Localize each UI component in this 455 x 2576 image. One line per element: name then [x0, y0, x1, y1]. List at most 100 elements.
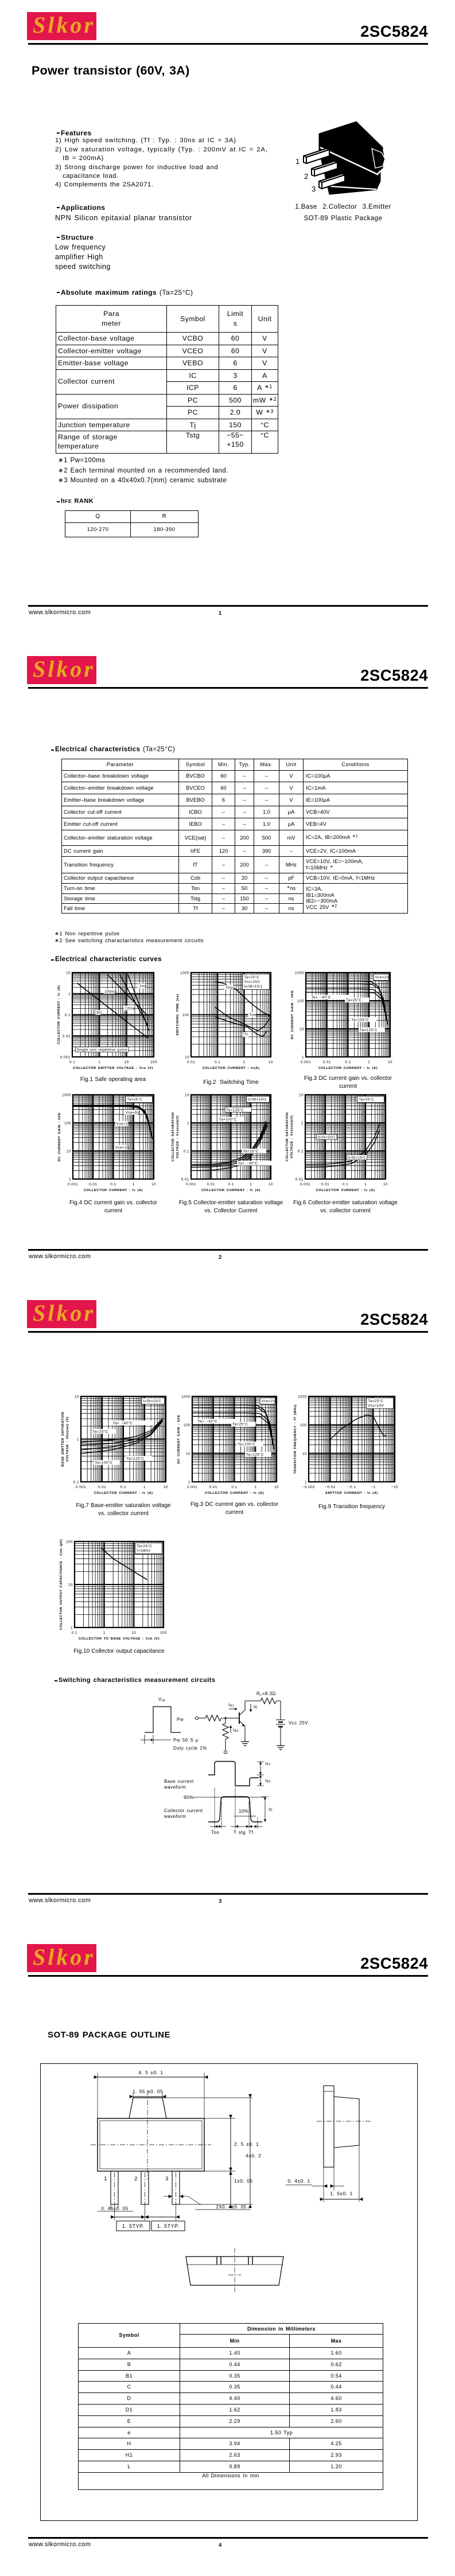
svg-text:−0.1: −0.1	[348, 1485, 356, 1489]
svg-text:10: 10	[274, 1485, 279, 1489]
svg-text:IB2: IB2	[233, 1727, 239, 1733]
svg-text:Vcc=10V: Vcc=10V	[368, 1404, 384, 1408]
svg-text:COLLECTOR CURRENT : Ic (A): COLLECTOR CURRENT : Ic (A)	[205, 1492, 264, 1495]
svg-text:1: 1	[305, 1481, 307, 1485]
svg-text:Duty cycle 1%: Duty cycle 1%	[173, 1746, 207, 1751]
svg-text:100: 100	[297, 1000, 304, 1004]
svg-text:1: 1	[364, 1182, 367, 1186]
svg-text:COLLECTOR CURRENT : Ic (A): COLLECTOR CURRENT : Ic (A)	[201, 1189, 260, 1192]
svg-text:0.001: 0.001	[187, 1485, 197, 1489]
svg-text:1: 1	[302, 1056, 304, 1060]
svg-text:0.001: 0.001	[186, 1182, 196, 1186]
svg-text:VIN: VIN	[158, 1697, 165, 1703]
svg-text:10: 10	[151, 1182, 156, 1186]
svg-text:2: 2	[134, 2176, 138, 2182]
svg-text:RL=8.3Ω: RL=8.3Ω	[256, 1691, 276, 1697]
svg-text:1000: 1000	[181, 1395, 190, 1399]
svg-text:1: 1	[143, 1485, 146, 1489]
svg-text:IB1: IB1	[265, 1761, 271, 1766]
svg-text:1: 1	[368, 1060, 370, 1064]
svg-text:100: 100	[66, 1540, 73, 1544]
svg-text:90%: 90%	[184, 1795, 193, 1800]
svg-text:2X0. 4±0. 05: 2X0. 4±0. 05	[216, 2204, 247, 2210]
svg-text:Ic: Ic	[269, 1807, 273, 1812]
svg-text:100: 100	[182, 1013, 189, 1017]
svg-text:TRANSITION FREQUENCY : fT (MHz: TRANSITION FREQUENCY : fT (MHz)	[294, 1404, 297, 1474]
svg-text:10: 10	[269, 1182, 273, 1186]
svg-text:10: 10	[68, 1583, 73, 1587]
svg-text:10: 10	[67, 1150, 71, 1154]
svg-text:1: 1	[301, 1122, 304, 1126]
svg-text:Ta=25°C: Ta=25°C	[346, 998, 361, 1002]
svg-text:Vcc=25V: Vcc=25V	[244, 980, 260, 984]
svg-text:Ta= −40°C: Ta= −40°C	[197, 1420, 217, 1424]
svg-text:Ta=25°C: Ta=25°C	[137, 1544, 152, 1548]
svg-text:f=1MHz: f=1MHz	[137, 1549, 150, 1553]
svg-text:Pw: Pw	[177, 1717, 184, 1722]
svg-text:0.1: 0.1	[69, 1060, 75, 1064]
svg-text:Ta= −40°C: Ta= −40°C	[113, 1421, 133, 1425]
svg-text:0.001: 0.001	[300, 1182, 310, 1186]
svg-text:10: 10	[66, 971, 71, 975]
svg-text:Tf: Tf	[248, 1830, 253, 1835]
svg-text:0.01: 0.01	[209, 1485, 217, 1489]
svg-text:10: 10	[299, 1094, 304, 1098]
svg-text:waveform: waveform	[164, 1785, 186, 1790]
svg-text:1: 1	[243, 1060, 246, 1064]
svg-text:Ic/Ib=10/1: Ic/Ib=10/1	[348, 1156, 366, 1160]
svg-text:SWITCHING TIME (ns): SWITCHING TIME (ns)	[176, 994, 180, 1036]
svg-text:VOLTAGE : Vce(sat)(V): VOLTAGE : Vce(sat)(V)	[290, 1115, 294, 1158]
svg-text:Ta=100°C: Ta=100°C	[219, 1118, 237, 1122]
svg-text:Tf: Tf	[244, 1033, 247, 1037]
svg-text:1000: 1000	[295, 971, 304, 975]
svg-text:Ta= −40°C: Ta= −40°C	[238, 1162, 258, 1166]
svg-text:COLLECTOR CURRENT : Ic (A): COLLECTOR CURRENT : Ic (A)	[84, 1189, 143, 1192]
svg-text:10: 10	[269, 1060, 273, 1064]
svg-text:10: 10	[300, 1028, 304, 1032]
svg-text:−0.001: −0.001	[302, 1485, 315, 1489]
svg-text:Ic/Ib=10/1: Ic/Ib=10/1	[143, 1399, 161, 1403]
svg-text:1: 1	[187, 1122, 189, 1126]
svg-text:0.001: 0.001	[76, 1485, 86, 1489]
svg-text:Vcc 25V: Vcc 25V	[289, 1720, 308, 1726]
svg-text:1: 1	[188, 1481, 190, 1485]
svg-text:0.001: 0.001	[68, 1182, 78, 1186]
svg-text:100: 100	[150, 1060, 157, 1064]
svg-text:Ta=125°C: Ta=125°C	[127, 1457, 145, 1461]
svg-text:1: 1	[133, 1182, 135, 1186]
svg-text:10%: 10%	[239, 1809, 248, 1814]
svg-text:0.01: 0.01	[98, 1485, 106, 1489]
svg-text:Ta=25°C: Ta=25°C	[232, 1423, 248, 1427]
svg-text:DC CURRENT GAIN : hFE: DC CURRENT GAIN : hFE	[291, 990, 294, 1040]
svg-text:Vce=3V: Vce=3V	[116, 1122, 131, 1126]
svg-text:0.1: 0.1	[345, 1060, 351, 1064]
svg-text:0.001: 0.001	[60, 1056, 71, 1060]
svg-text:10: 10	[383, 1182, 388, 1186]
svg-text:COLLECTOR SATURATION: COLLECTOR SATURATION	[172, 1112, 175, 1161]
svg-text:10ms: 10ms	[125, 1006, 135, 1010]
svg-text:1: 1	[104, 2176, 107, 2182]
svg-text:1. 5TYP.: 1. 5TYP.	[122, 2223, 145, 2229]
svg-text:0.1: 0.1	[215, 1060, 220, 1064]
svg-text:0.01: 0.01	[187, 1060, 195, 1064]
svg-text:1: 1	[68, 992, 71, 996]
svg-text:1: 1	[250, 1182, 252, 1186]
svg-text:10: 10	[388, 1060, 392, 1064]
svg-text:100ms: 100ms	[104, 990, 116, 994]
svg-text:0. 4±0. 1: 0. 4±0. 1	[287, 2178, 310, 2184]
svg-text:0.1: 0.1	[343, 1182, 348, 1186]
svg-text:Ic/IB=10/1: Ic/IB=10/1	[244, 985, 263, 989]
svg-text:1ms: 1ms	[139, 985, 147, 989]
svg-text:BASE EMITTER SATURATION: BASE EMITTER SATURATION	[61, 1412, 65, 1467]
svg-text:COLLECTOR SATURATION: COLLECTOR SATURATION	[286, 1112, 289, 1161]
svg-text:1±0. 05: 1±0. 05	[234, 2178, 253, 2184]
svg-text:100: 100	[184, 1423, 190, 1427]
svg-text:VOLTAGE : Vbe(sat) (V): VOLTAGE : Vbe(sat) (V)	[66, 1416, 69, 1462]
svg-text:1: 1	[77, 1438, 79, 1442]
svg-text:0.1: 0.1	[298, 1150, 304, 1154]
svg-text:0.01: 0.01	[321, 1182, 329, 1186]
svg-text:waveform: waveform	[164, 1814, 186, 1819]
svg-text:1. 5±0. 1: 1. 5±0. 1	[330, 2191, 352, 2196]
svg-text:1. 55 ±0. 05: 1. 55 ±0. 05	[133, 2089, 164, 2094]
svg-text:Tstg: Tstg	[225, 986, 233, 990]
